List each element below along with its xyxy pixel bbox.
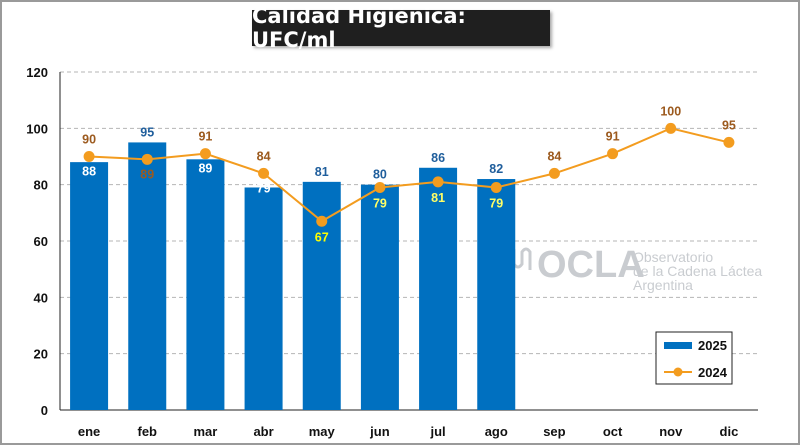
series-line-2024 <box>89 127 730 223</box>
data-label-2025: 89 <box>198 162 212 176</box>
data-label-2024: 89 <box>140 167 154 181</box>
x-tick-label: jul <box>429 424 445 439</box>
data-label-2025: 88 <box>82 165 96 179</box>
ocla-watermark: OCLA Observatorio de la Cadena Láctea Ar… <box>488 244 762 293</box>
x-tick-label: dic <box>720 424 739 439</box>
bar-2025 <box>419 167 458 410</box>
data-label-2025: 79 <box>257 181 271 195</box>
data-label-2025: 80 <box>373 168 387 182</box>
y-tick-label: 100 <box>26 121 48 136</box>
data-label-2024: 100 <box>660 104 681 118</box>
data-label-2024: 91 <box>606 130 620 144</box>
bars-2025 <box>70 142 516 410</box>
bar-2025 <box>360 184 399 410</box>
bar-2025 <box>128 142 167 410</box>
y-tick-label: 60 <box>34 234 48 249</box>
data-label-2025: 95 <box>140 125 154 139</box>
data-label-2024: 79 <box>489 196 503 210</box>
watermark-line2: de la Cadena Láctea <box>633 263 762 279</box>
point-2024 <box>548 167 560 179</box>
x-tick-label: ene <box>78 424 100 439</box>
point-2024 <box>723 136 735 148</box>
point-2024 <box>432 176 444 188</box>
legend-label-2025: 2025 <box>698 338 727 353</box>
data-label-2025: 82 <box>489 162 503 176</box>
data-label-2024: 67 <box>315 230 329 244</box>
x-tick-label: feb <box>138 424 158 439</box>
data-label-2025: 86 <box>431 151 445 165</box>
x-tick-label: ago <box>485 424 508 439</box>
watermark-line1: Observatorio <box>633 249 713 265</box>
data-label-2024: 95 <box>722 118 736 132</box>
data-label-2024: 84 <box>547 149 561 163</box>
data-label-2024: 90 <box>82 133 96 147</box>
point-2024 <box>665 122 677 134</box>
y-tick-label: 20 <box>34 347 48 362</box>
y-tick-label: 40 <box>34 290 48 305</box>
x-tick-label: sep <box>543 424 565 439</box>
point-2024 <box>374 181 386 193</box>
watermark-brand: OCLA <box>537 244 645 286</box>
watermark-line3: Argentina <box>633 277 693 293</box>
x-tick-label: may <box>309 424 336 439</box>
data-label-2024: 79 <box>373 196 387 210</box>
point-2024 <box>490 181 502 193</box>
bar-2025 <box>477 179 516 410</box>
axes: 0 20 40 60 80 100 120 ene feb mar abr may jun jul ago s… <box>26 65 758 439</box>
data-label-2024: 81 <box>431 191 445 205</box>
y-tick-label: 0 <box>41 403 48 418</box>
data-label-2024: 91 <box>198 130 212 144</box>
data-labels: 90 89 91 84 67 79 81 79 84 91 100 95 88 95 89 79 81 80 86 8… <box>82 104 736 244</box>
x-tick-label: nov <box>659 424 683 439</box>
point-2024 <box>258 167 270 179</box>
point-2024 <box>83 151 95 162</box>
data-label-2025: 81 <box>315 165 329 179</box>
legend-box <box>655 331 733 385</box>
bar-2025 <box>186 159 225 410</box>
y-tick-label: 80 <box>34 178 48 193</box>
x-tick-label: abr <box>253 424 273 439</box>
point-2024 <box>141 153 153 165</box>
legend-label-2024: 2024 <box>698 365 728 380</box>
x-tick-label: mar <box>193 424 217 439</box>
data-label-2024: 84 <box>257 149 271 163</box>
y-tick-label: 120 <box>26 65 48 80</box>
point-2024 <box>316 215 328 227</box>
x-tick-label: oct <box>603 424 623 439</box>
point-2024 <box>607 148 619 160</box>
x-tick-label: jun <box>369 424 390 439</box>
legend-swatch-2024-marker <box>673 367 683 377</box>
legend: 2025 2024 <box>655 331 733 385</box>
bar-2025 <box>244 187 283 410</box>
line-2024 <box>83 122 735 227</box>
bar-2025 <box>70 162 109 410</box>
legend-swatch-2025 <box>664 342 692 349</box>
grid-lines <box>60 71 758 355</box>
point-2024 <box>199 148 211 160</box>
